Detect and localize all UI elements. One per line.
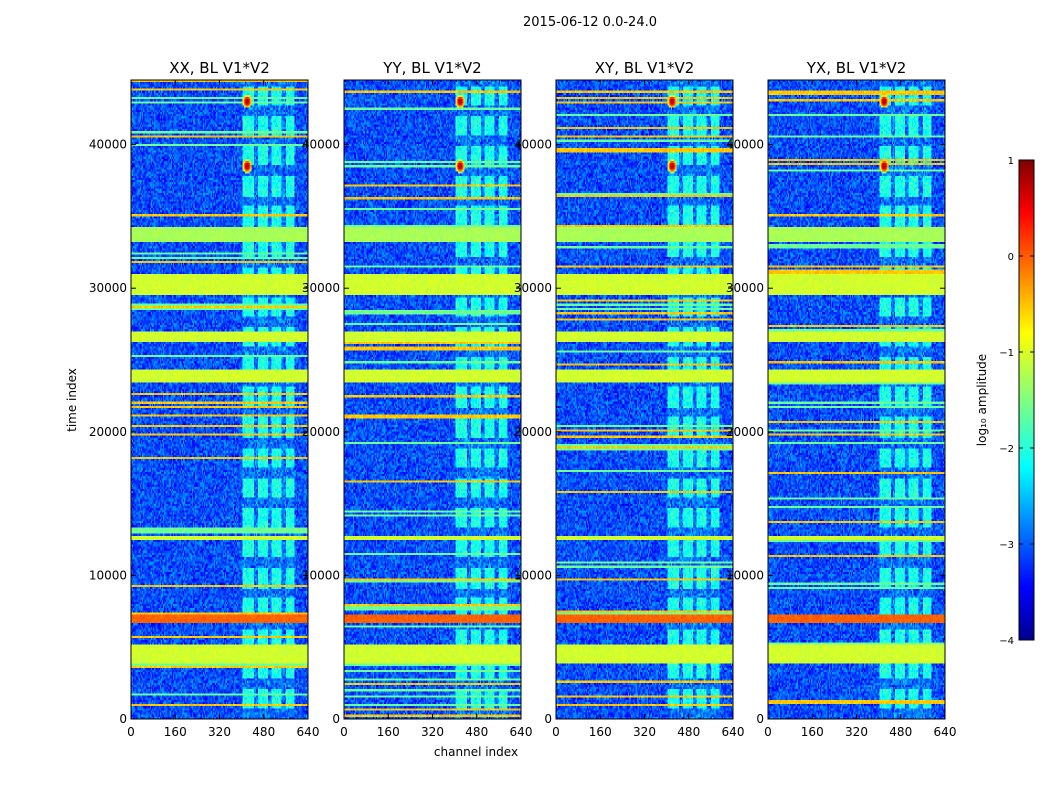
y-tick-label: 0 [544, 712, 552, 726]
y-tick-label: 10000 [89, 568, 127, 582]
y-tick-label: 10000 [514, 568, 552, 582]
colorbar-tick-label: −4 [999, 636, 1014, 647]
heatmap-image [768, 80, 945, 719]
colorbar-gradient [1018, 159, 1035, 641]
heatmap-panels: XX, BL V1*V2 0 160 320 480 640 0 10000 20000 3000… [89, 59, 957, 739]
y-tick-label: 20000 [89, 425, 127, 439]
y-tick-label: 10000 [726, 568, 764, 582]
y-tick-label: 0 [119, 712, 127, 726]
heatmap-image [344, 80, 521, 719]
heatmap-image [131, 80, 308, 719]
colorbar: −4 −3 −2 −1 0 1 log₁₀ amplitude [975, 156, 1035, 647]
y-tick-label: 30000 [514, 281, 552, 295]
colorbar-tick-label: −2 [999, 444, 1014, 455]
x-tick-label: 480 [677, 725, 700, 739]
colorbar-tick-label: −3 [999, 540, 1014, 551]
y-tick-label: 30000 [302, 281, 340, 295]
colorbar-tick-label: 1 [1008, 156, 1014, 167]
y-tick-label: 0 [756, 712, 764, 726]
x-tick-label: 640 [934, 725, 957, 739]
y-tick-label: 20000 [302, 425, 340, 439]
panel-title: YY, BL V1*V2 [382, 59, 481, 77]
x-tick-label: 640 [297, 725, 320, 739]
y-tick-label: 40000 [89, 138, 127, 152]
heatmap-panel: YX, BL V1*V2 0 160 320 480 640 0 10000 20000 3000… [726, 59, 957, 739]
x-tick-label: 160 [801, 725, 824, 739]
panel-title: XX, BL V1*V2 [169, 59, 270, 77]
y-tick-label: 40000 [302, 138, 340, 152]
heatmap-image [556, 80, 733, 719]
x-tick-label: 640 [722, 725, 745, 739]
heatmap-panel: XX, BL V1*V2 0 160 320 480 640 0 10000 20000 3000… [89, 59, 320, 739]
y-tick-label: 30000 [726, 281, 764, 295]
x-tick-label: 0 [764, 725, 772, 739]
panel-title: YX, BL V1*V2 [806, 59, 907, 77]
x-tick-label: 480 [889, 725, 912, 739]
x-tick-label: 320 [421, 725, 444, 739]
x-tick-label: 160 [589, 725, 612, 739]
y-tick-label: 40000 [514, 138, 552, 152]
heatmap-panel: YY, BL V1*V2 0 160 320 480 640 0 10000 20000 3000… [302, 59, 533, 739]
x-tick-label: 160 [164, 725, 187, 739]
y-tick-label: 10000 [302, 568, 340, 582]
heatmap-panel: XY, BL V1*V2 0 160 320 480 640 0 10000 20000 3000… [514, 59, 745, 739]
x-tick-label: 640 [510, 725, 533, 739]
colorbar-ticks: −4 −3 −2 −1 0 1 [999, 156, 1034, 647]
x-tick-label: 0 [340, 725, 348, 739]
figure-suptitle: 2015-06-12 0.0-24.0 [523, 15, 657, 30]
y-axis-label: time index [65, 368, 79, 432]
panel-title: XY, BL V1*V2 [595, 59, 695, 77]
y-tick-label: 20000 [726, 425, 764, 439]
x-tick-label: 320 [633, 725, 656, 739]
x-tick-label: 0 [552, 725, 560, 739]
x-tick-label: 320 [845, 725, 868, 739]
y-tick-label: 40000 [726, 138, 764, 152]
colorbar-tick-label: −1 [999, 348, 1014, 359]
y-tick-label: 30000 [89, 281, 127, 295]
x-tick-label: 160 [377, 725, 400, 739]
x-tick-label: 480 [465, 725, 488, 739]
x-tick-label: 0 [127, 725, 135, 739]
colorbar-tick-label: 0 [1008, 252, 1014, 263]
x-tick-label: 320 [208, 725, 231, 739]
y-tick-label: 20000 [514, 425, 552, 439]
colorbar-label: log₁₀ amplitude [975, 354, 989, 446]
x-axis-label: channel index [434, 745, 518, 759]
y-tick-label: 0 [332, 712, 340, 726]
x-tick-label: 480 [252, 725, 275, 739]
